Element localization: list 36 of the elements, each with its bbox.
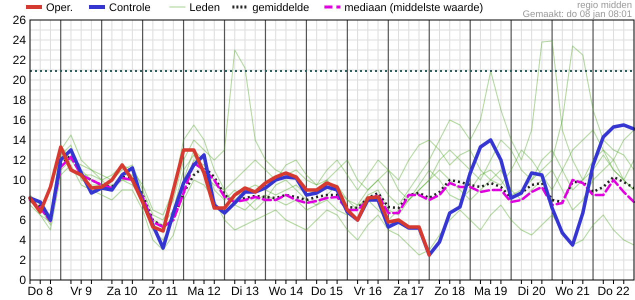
x-tick-label: Zo 18 — [434, 284, 466, 298]
annotation: Gemaakt: do 08 jan 08:01 — [522, 9, 632, 20]
y-tick-label: 2 — [19, 253, 26, 267]
y-tick-label: 24 — [12, 33, 26, 47]
y-tick-label: 22 — [12, 53, 26, 67]
y-tick-label: 14 — [12, 133, 26, 147]
legend-label: gemiddelde — [252, 2, 310, 14]
x-tick-label: Do 22 — [598, 284, 630, 298]
x-tick-label: Di 20 — [518, 284, 546, 298]
y-tick-label: 16 — [12, 113, 26, 127]
x-tick-label: Ma 12 — [187, 284, 222, 298]
y-tick-label: 12 — [12, 153, 26, 167]
x-tick-label: Do 15 — [310, 284, 344, 298]
y-tick-label: 4 — [19, 233, 26, 247]
legend-label: Controle — [109, 2, 151, 14]
x-tick-label: Wo 14 — [268, 284, 304, 298]
x-tick-label: Di 13 — [230, 284, 260, 298]
x-tick-label: Do 8 — [28, 284, 54, 298]
x-tick-label: Ma 19 — [474, 284, 508, 298]
y-tick-label: 26 — [12, 13, 26, 27]
y-tick-label: 18 — [12, 93, 26, 107]
x-tick-label: Za 10 — [106, 284, 138, 298]
y-tick-label: 8 — [19, 193, 26, 207]
legend-label: Oper. — [46, 2, 73, 14]
x-tick-label: Vr 9 — [70, 284, 92, 298]
x-tick-label: Vr 16 — [354, 284, 382, 298]
y-tick-label: 10 — [12, 173, 26, 187]
x-tick-label: Zo 11 — [148, 284, 178, 298]
y-tick-label: 20 — [12, 73, 26, 87]
text: regio midden — [577, 0, 632, 11]
x-tick-label: Za 17 — [393, 284, 424, 298]
y-tick-label: 6 — [19, 213, 26, 227]
legend-label: mediaan (middelste waarde) — [344, 2, 484, 14]
legend-label: Leden — [189, 2, 220, 14]
x-tick-label: Wo 21 — [555, 284, 590, 298]
y-tick-label: 0 — [19, 273, 26, 287]
